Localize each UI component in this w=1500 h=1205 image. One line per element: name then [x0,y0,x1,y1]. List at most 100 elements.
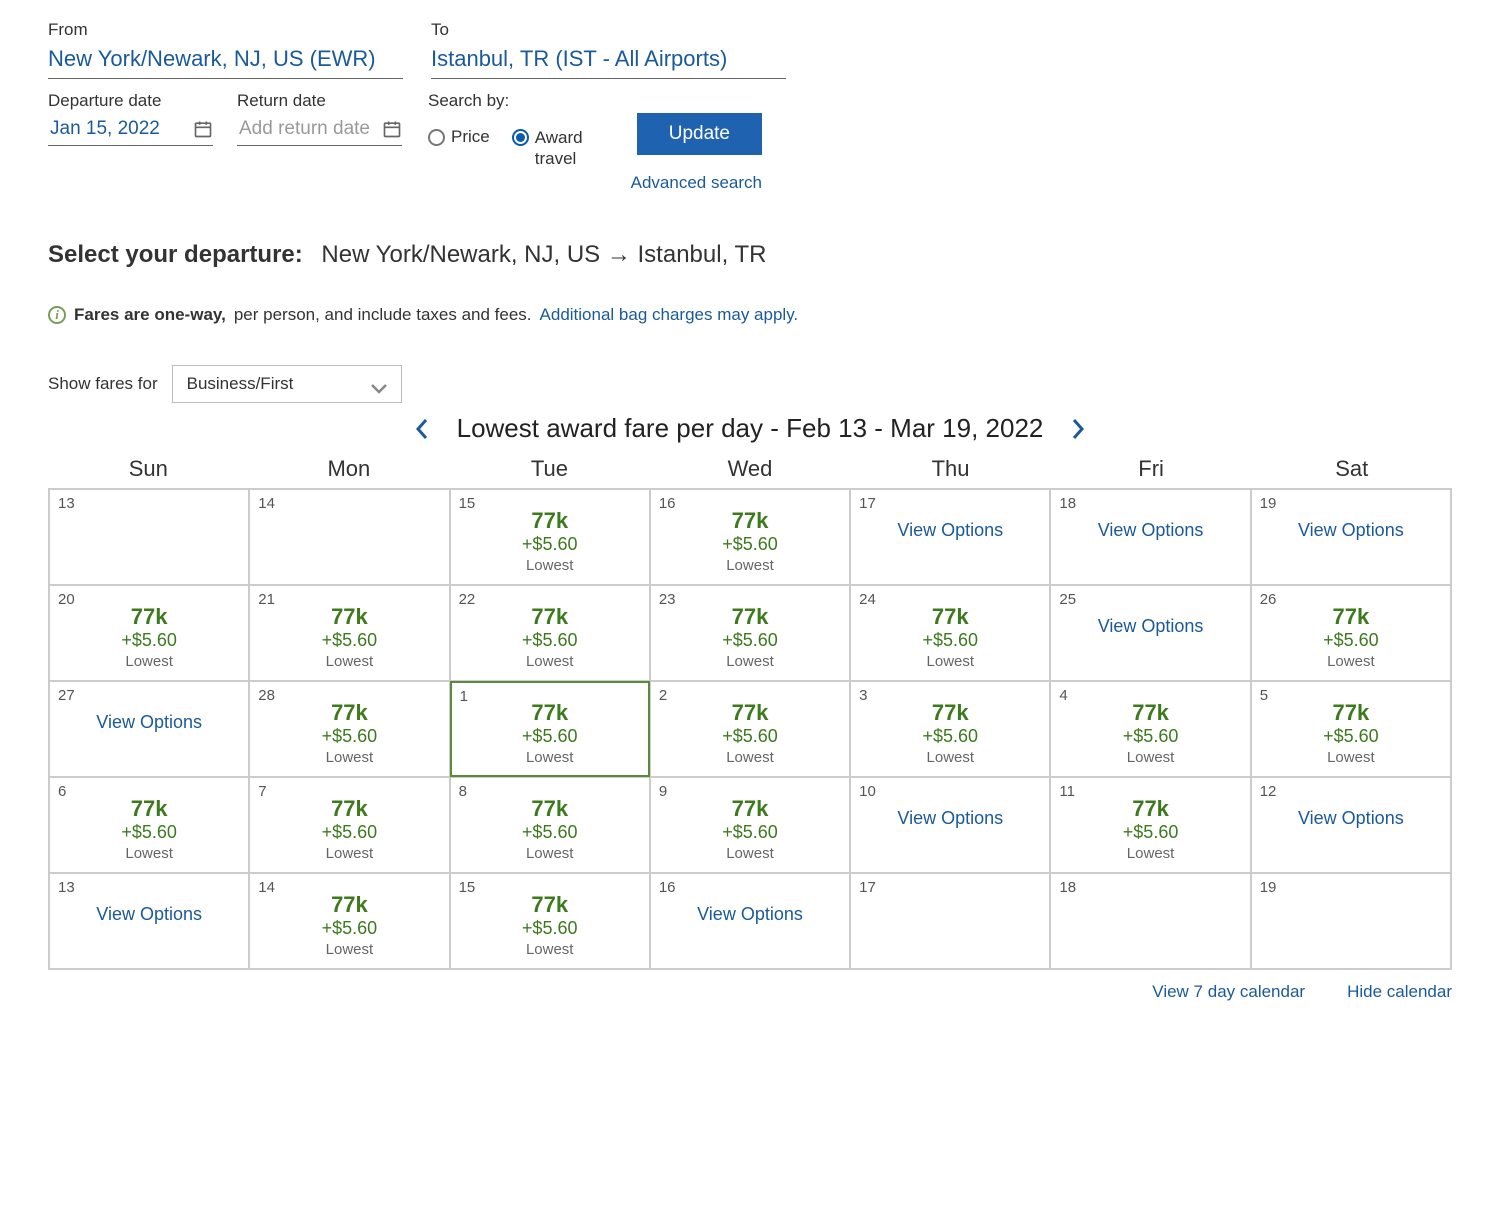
view-options-link[interactable]: View Options [859,496,1041,541]
fare-cash: +$5.60 [322,918,378,939]
calendar-cell[interactable]: 12View Options [1251,777,1451,873]
fare-miles: 77k [531,892,568,918]
view-options-link[interactable]: View Options [1260,496,1442,541]
next-month-button[interactable] [1071,418,1085,440]
calendar-icon[interactable] [193,119,213,139]
fare-miles: 77k [531,700,568,726]
departure-date-label: Departure date [48,91,213,111]
calendar-cell[interactable]: 18 [1050,873,1250,969]
view-options-link[interactable]: View Options [659,880,841,925]
calendar-cell[interactable]: 13View Options [49,873,249,969]
calendar-cell[interactable]: 18View Options [1050,489,1250,585]
fare-miles: 77k [1132,700,1169,726]
view-7day-link[interactable]: View 7 day calendar [1152,982,1305,1002]
fare-cash: +$5.60 [121,630,177,651]
fare-miles: 77k [531,604,568,630]
fare-class-dropdown[interactable]: Business/First [172,365,402,403]
weekday-label: Tue [449,450,650,488]
day-number: 4 [1059,687,1067,704]
day-number: 10 [859,783,876,800]
calendar-cell[interactable]: 10View Options [850,777,1050,873]
view-options-link[interactable]: View Options [58,880,240,925]
calendar-cell[interactable]: 17 [850,873,1050,969]
day-number: 6 [58,783,66,800]
calendar-cell[interactable]: 2877k+$5.60Lowest [249,681,449,777]
calendar-cell[interactable]: 377k+$5.60Lowest [850,681,1050,777]
advanced-search-link[interactable]: Advanced search [631,173,762,193]
day-number: 13 [58,879,75,896]
bag-charges-link[interactable]: Additional bag charges may apply. [540,305,799,325]
calendar-cell[interactable]: 2277k+$5.60Lowest [450,585,650,681]
calendar-cell[interactable]: 1477k+$5.60Lowest [249,873,449,969]
fare-cash: +$5.60 [522,630,578,651]
fare-tag: Lowest [125,653,173,670]
view-options-link[interactable]: View Options [1059,592,1241,637]
return-date-input[interactable] [237,117,382,141]
to-field[interactable]: To Istanbul, TR (IST - All Airports) [431,20,786,79]
calendar-cell[interactable]: 2677k+$5.60Lowest [1251,585,1451,681]
calendar-cell[interactable]: 977k+$5.60Lowest [650,777,850,873]
calendar-cell[interactable]: 177k+$5.60Lowest [450,681,650,777]
chevron-down-icon [371,379,387,389]
day-number: 14 [258,495,275,512]
to-value[interactable]: Istanbul, TR (IST - All Airports) [431,46,786,79]
fare-cash: +$5.60 [322,630,378,651]
fare-miles: 77k [331,700,368,726]
fare-tag: Lowest [1327,749,1375,766]
calendar-cell[interactable]: 2077k+$5.60Lowest [49,585,249,681]
calendar-cell[interactable]: 477k+$5.60Lowest [1050,681,1250,777]
departure-date-input[interactable] [48,117,193,141]
calendar-cell[interactable]: 13 [49,489,249,585]
calendar-cell[interactable]: 27View Options [49,681,249,777]
calendar-cell[interactable]: 277k+$5.60Lowest [650,681,850,777]
prev-month-button[interactable] [415,418,429,440]
calendar-cell[interactable]: 17View Options [850,489,1050,585]
calendar-icon[interactable] [382,119,402,139]
view-options-link[interactable]: View Options [1059,496,1241,541]
day-number: 2 [659,687,667,704]
view-options-link[interactable]: View Options [58,688,240,733]
heading-route: New York/Newark, NJ, US → Istanbul, TR [321,241,766,268]
radio-award[interactable]: Award travel [512,127,583,170]
calendar-cell[interactable]: 19 [1251,873,1451,969]
view-options-link[interactable]: View Options [1260,784,1442,829]
radio-award-label: Award travel [535,127,583,170]
fare-cash: +$5.60 [522,822,578,843]
calendar-cell[interactable]: 577k+$5.60Lowest [1251,681,1451,777]
calendar-cell[interactable]: 16View Options [650,873,850,969]
calendar-cell[interactable]: 1677k+$5.60Lowest [650,489,850,585]
fare-miles: 77k [1132,796,1169,822]
fare-miles: 77k [932,700,969,726]
from-value[interactable]: New York/Newark, NJ, US (EWR) [48,46,403,79]
day-number: 23 [659,591,676,608]
from-field[interactable]: From New York/Newark, NJ, US (EWR) [48,20,403,79]
update-column: Update Advanced search [631,91,762,193]
calendar-cell[interactable]: 2177k+$5.60Lowest [249,585,449,681]
calendar-cell[interactable]: 14 [249,489,449,585]
day-number: 21 [258,591,275,608]
calendar-cell[interactable]: 2377k+$5.60Lowest [650,585,850,681]
fare-cash: +$5.60 [923,630,979,651]
departure-date-field[interactable]: Departure date [48,91,213,193]
view-options-link[interactable]: View Options [859,784,1041,829]
calendar-cell[interactable]: 1577k+$5.60Lowest [450,873,650,969]
update-button[interactable]: Update [637,113,762,155]
fare-tag: Lowest [526,845,574,862]
calendar-cell[interactable]: 25View Options [1050,585,1250,681]
radio-price[interactable]: Price [428,127,490,147]
day-number: 16 [659,495,676,512]
calendar-cell[interactable]: 677k+$5.60Lowest [49,777,249,873]
calendar-cell[interactable]: 1177k+$5.60Lowest [1050,777,1250,873]
fare-miles: 77k [932,604,969,630]
fare-tag: Lowest [526,557,574,574]
calendar-cell[interactable]: 777k+$5.60Lowest [249,777,449,873]
return-date-field[interactable]: Return date [237,91,402,193]
calendar-cell[interactable]: 877k+$5.60Lowest [450,777,650,873]
day-number: 17 [859,495,876,512]
hide-calendar-link[interactable]: Hide calendar [1347,982,1452,1002]
calendar-cell[interactable]: 1577k+$5.60Lowest [450,489,650,585]
info-bold: Fares are one-way, [74,305,226,325]
radio-icon [512,129,529,146]
calendar-cell[interactable]: 2477k+$5.60Lowest [850,585,1050,681]
calendar-cell[interactable]: 19View Options [1251,489,1451,585]
